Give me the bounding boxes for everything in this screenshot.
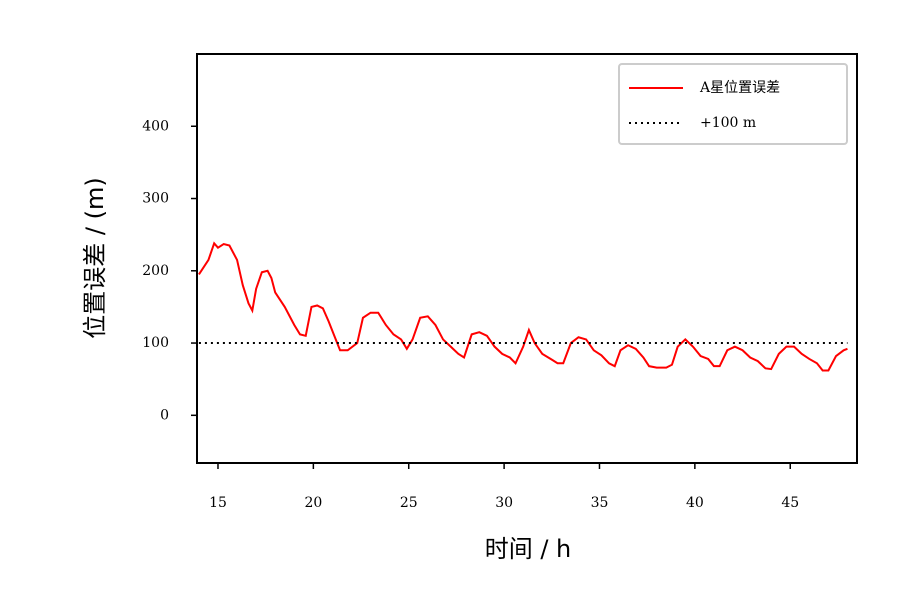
x-tick-label: 30 xyxy=(495,495,513,511)
series-line xyxy=(198,241,848,372)
y-tick-label: 200 xyxy=(142,263,169,279)
x-tick-label: 45 xyxy=(781,495,799,511)
legend-label: +100 m xyxy=(700,115,756,131)
x-tick-label: 25 xyxy=(400,495,418,511)
plot-frame xyxy=(196,53,858,464)
y-axis-label: 位置误差 / (m) xyxy=(81,177,109,338)
legend-box xyxy=(618,63,848,145)
y-tick-label: 300 xyxy=(142,191,169,207)
x-axis-label: 时间 / h xyxy=(485,535,572,563)
y-tick-label: 0 xyxy=(160,407,169,423)
x-tick-label: 15 xyxy=(209,495,227,511)
y-tick-label: 100 xyxy=(142,335,169,351)
x-tick-label: 20 xyxy=(304,495,322,511)
legend-label: A星位置误差 xyxy=(699,80,780,96)
x-tick-label: 40 xyxy=(686,495,704,511)
x-tick-label: 35 xyxy=(591,495,609,511)
y-tick-label: 400 xyxy=(142,118,169,134)
